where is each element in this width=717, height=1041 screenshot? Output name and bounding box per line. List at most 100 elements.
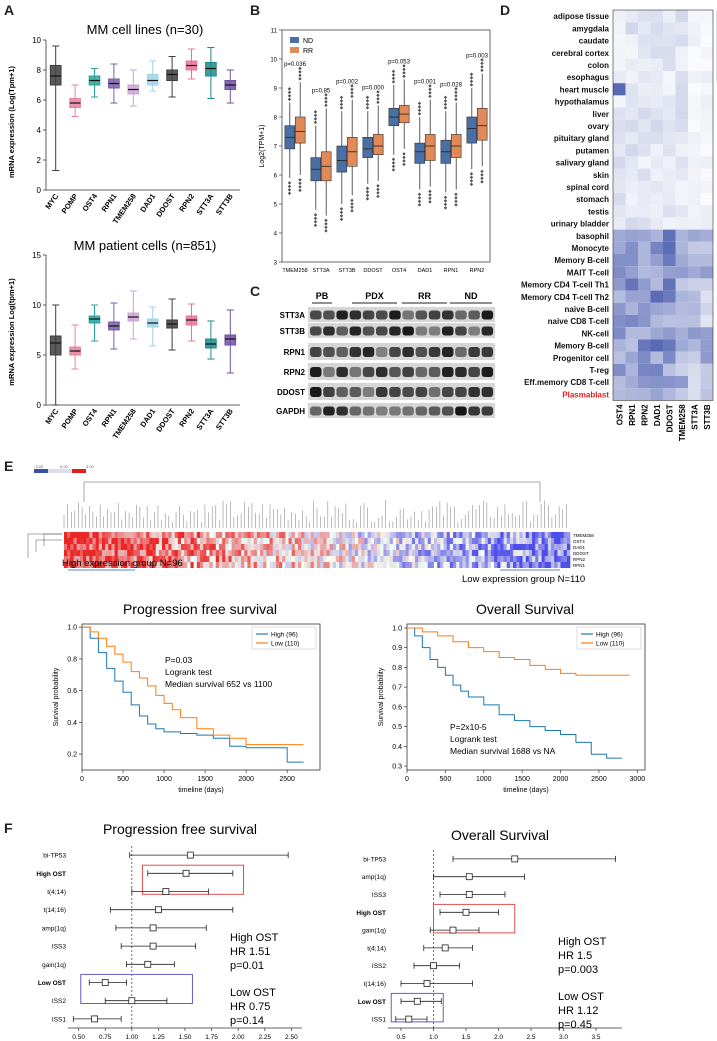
heatmap-cell [184,538,188,544]
heatmap-cell [396,538,400,544]
heatmap-cell [162,532,166,538]
heatmap-cell [700,46,713,59]
heatmap-cell [557,556,561,562]
heatmap-cell [500,538,504,544]
heatmap-cell [364,538,368,544]
heatmap-cell [411,532,416,538]
y-tick-label: 7 [274,145,278,151]
heatmap-cell [247,556,251,562]
heatmap-cell [279,544,283,550]
heatmap-cell [130,544,134,550]
heatmap-cell [452,562,457,568]
heatmap-cell [663,58,676,71]
heatmap-cell [437,544,441,550]
heatmap-cell [638,351,651,364]
heatmap-cell [95,556,100,562]
outlier: ◆ [376,186,380,191]
heatmap-cell [317,550,321,556]
heatmap-cell [310,562,315,568]
heatmap-cell [638,327,651,340]
heatmap-cell [228,556,232,562]
x-tick-label: 3.5 [591,1034,600,1040]
heatmap-cell [475,550,479,556]
heatmap-cell [688,107,701,120]
heatmap-cell [206,538,210,544]
heatmap-cell [247,562,251,568]
heatmap-cell [301,556,305,562]
heatmap-cell [484,538,489,544]
blot-band [336,366,348,378]
heatmap-cell [209,556,213,562]
heatmap-cell [430,556,435,562]
heatmap-cell [184,544,188,550]
heatmap-cell [136,538,141,544]
heatmap-cell [162,556,166,562]
heatmap-cell [282,550,286,556]
heatmap-row-label: putamen [576,146,609,155]
heatmap-cell [332,538,337,544]
heatmap-cell [237,532,242,538]
heatmap-cell [563,550,568,556]
heatmap-cell [326,538,330,544]
heatmap-cell [638,302,651,315]
outlier: ◆ [366,186,370,191]
x-tick-label: TMEM258 [282,268,307,274]
heatmap-cell [475,562,479,568]
heatmap-cell [73,532,77,538]
heatmap-cell [187,550,191,556]
heatmap-cell [256,538,261,544]
heatmap-cell [650,351,663,364]
heatmap-cell [184,532,188,538]
heatmap-cell [503,556,508,562]
heatmap-cell [364,544,368,550]
heatmap-cell [434,556,438,562]
heatmap-row-label: esophagus [567,73,610,82]
heatmap-cell [411,538,416,544]
heatmap-cell [566,532,571,538]
outlier: ◆ [392,157,396,162]
heatmap-cell [443,562,447,568]
heatmap-cell [465,538,470,544]
outlier: ◆ [444,105,448,110]
heatmap-cell [228,550,232,556]
heatmap-cell [675,266,688,279]
heatmap-row-label: hypothalamus [555,98,610,107]
heatmap-cell [67,562,71,568]
heatmap-cell [187,538,191,544]
heatmap-cell [335,562,340,568]
heatmap-cell [663,217,676,230]
outlier: ◆ [366,98,370,103]
heatmap-cell [162,550,166,556]
heatmap-cell [544,538,549,544]
heatmap-cell [663,119,676,132]
heatmap-cell [133,532,138,538]
heatmap-cell [386,550,391,556]
heatmap-cell [513,562,517,568]
heatmap-cell [411,556,416,562]
heatmap-cell [231,538,236,544]
colorbar-seg [48,469,72,473]
x-tick-label: 2000 [238,776,254,783]
heatmap-cell [700,95,713,108]
heatmap-cell [92,544,96,550]
heatmap-cell [500,532,504,538]
heatmap-cell [638,22,651,35]
heatmap-cell [288,550,292,556]
heatmap-cell [373,538,378,544]
heatmap-cell [386,538,391,544]
y-tick-label: 0.6 [392,704,402,711]
heatmap-cell [427,562,432,568]
outlier: ◆ [314,120,318,125]
outlier: ◆ [324,95,328,100]
x-tick-label: OST4 [81,406,100,428]
heatmap-cell [320,532,324,538]
heatmap-cell [364,556,368,562]
heatmap-cell [675,180,688,193]
heatmap-cell [437,556,441,562]
heatmap-cell [339,562,343,568]
heatmap-cell [424,532,428,538]
heatmap-cell [272,562,277,568]
heatmap-cell [275,532,280,538]
heatmap-cell [203,544,207,550]
outlier: ◆ [366,196,370,201]
